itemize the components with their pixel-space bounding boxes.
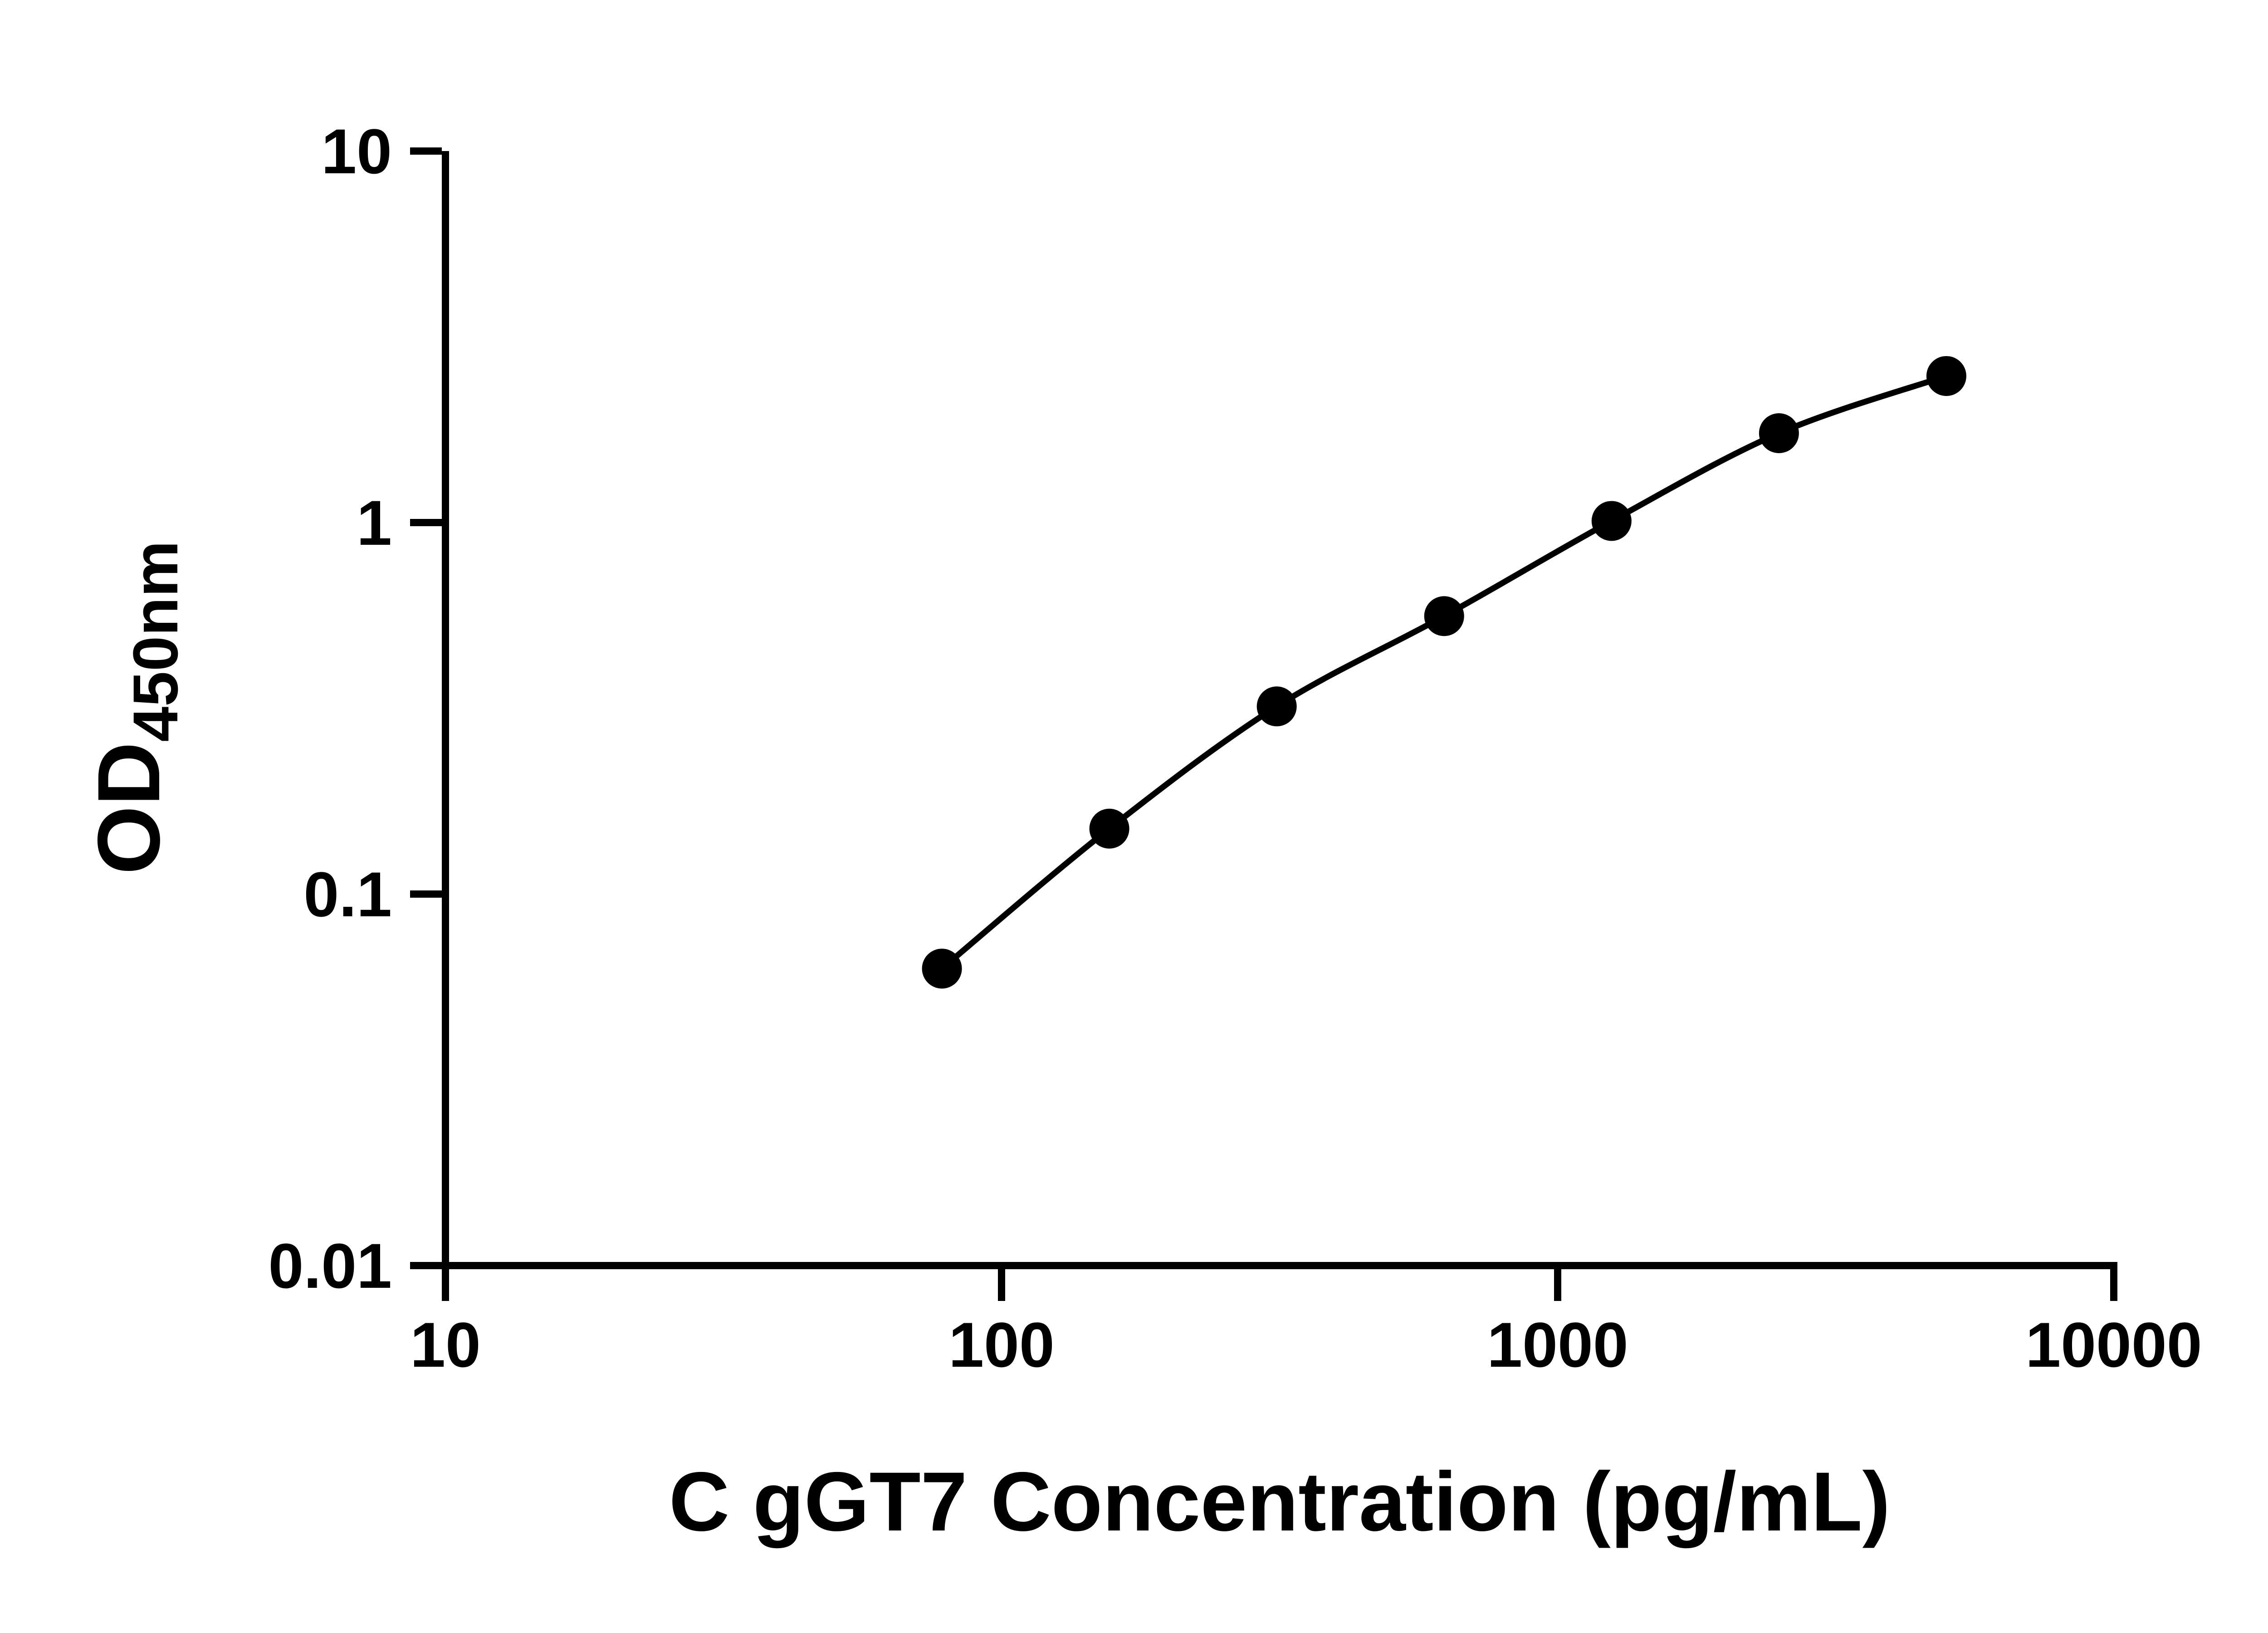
data-point xyxy=(1591,501,1632,541)
data-point xyxy=(1089,808,1129,849)
x-axis-tick-label: 100 xyxy=(948,1309,1055,1380)
data-point xyxy=(922,949,962,989)
y-axis-tick-label: 0.1 xyxy=(303,859,392,930)
data-point xyxy=(1926,356,1966,396)
y-axis-tick-label: 1 xyxy=(357,487,392,558)
standard-curve-line xyxy=(939,373,1950,972)
data-point xyxy=(1256,686,1297,727)
x-axis-title-text: C gGT7 Concentration (pg/mL) xyxy=(669,1455,1891,1549)
y-axis-title: OD450nm xyxy=(79,541,191,875)
data-point xyxy=(1424,596,1464,636)
x-axis-tick-label: 10000 xyxy=(2025,1309,2202,1380)
x-axis-tick-label: 10 xyxy=(410,1309,481,1380)
data-point xyxy=(1759,413,1799,453)
x-axis-tick-label: 1000 xyxy=(1487,1309,1628,1380)
y-axis-title-subscript: 450nm xyxy=(120,540,191,742)
y-axis-tick-label: 0.01 xyxy=(269,1230,392,1301)
y-axis-tick-label: 10 xyxy=(321,116,392,187)
x-axis-title: C gGT7 Concentration (pg/mL) xyxy=(445,1456,2114,1549)
y-axis-title-main: OD xyxy=(79,742,178,875)
